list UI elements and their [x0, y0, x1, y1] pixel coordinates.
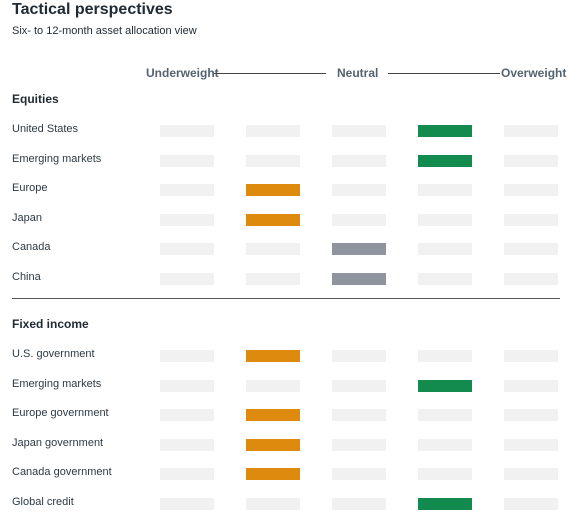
scale-cell: [504, 468, 558, 481]
scale-cell: [418, 213, 472, 226]
scale-cell: [160, 350, 214, 362]
scale-cell: [160, 273, 214, 285]
scale-cell: [418, 438, 472, 451]
position-marker-overweight: [418, 125, 472, 137]
scale-cell: [332, 379, 386, 392]
section-divider: [12, 298, 560, 299]
position-marker-underweight: [246, 184, 300, 197]
scale-cell: [160, 409, 214, 422]
scale-cell: [332, 184, 386, 197]
scale-cell: [504, 184, 558, 197]
scale-cell: [504, 350, 558, 362]
row-label: Canada: [12, 241, 51, 254]
scale-cell: [160, 213, 214, 226]
scale-cell: [418, 468, 472, 481]
scale-cell: [418, 243, 472, 256]
scale-cell: [504, 243, 558, 256]
scale-cell: [504, 379, 558, 392]
row-label: Europe: [12, 182, 48, 195]
scale-cell: [160, 498, 214, 510]
scale-cell: [332, 213, 386, 226]
scale-cell: [504, 438, 558, 451]
section-heading-fixed-income: Fixed income: [12, 317, 89, 331]
scale-cell: [246, 243, 300, 256]
scale-cell: [332, 154, 386, 167]
scale-cell: [246, 498, 300, 510]
row-label: Canada government: [12, 466, 112, 479]
row-label: Global credit: [12, 496, 74, 508]
scale-cell: [160, 379, 214, 392]
scale-label-overweight: Overweight: [501, 66, 567, 80]
row-label: Emerging markets: [12, 377, 102, 390]
row-label: Emerging markets: [12, 152, 102, 165]
scale-cell: [160, 125, 214, 137]
scale-cell: [504, 125, 558, 137]
scale-cell: [332, 438, 386, 451]
scale-label-underweight: Underweight: [146, 66, 219, 80]
scale-cell: [504, 213, 558, 226]
scale-cell: [332, 409, 386, 422]
position-marker-underweight: [246, 438, 300, 451]
position-marker-overweight: [418, 379, 472, 392]
section-heading-equities: Equities: [12, 92, 59, 106]
scale-cell: [332, 350, 386, 362]
scale-cell: [246, 379, 300, 392]
row-label: U.S. government: [12, 348, 95, 360]
scale-cell: [418, 350, 472, 362]
scale-cell: [504, 498, 558, 510]
scale-cell: [504, 409, 558, 422]
row-label: Japan: [12, 211, 42, 224]
scale-cell: [160, 243, 214, 256]
scale-cell: [418, 409, 472, 422]
scale-cell: [418, 273, 472, 285]
position-marker-underweight: [246, 350, 300, 362]
scale-cell: [418, 184, 472, 197]
position-marker-underweight: [246, 213, 300, 226]
position-marker-neutral: [332, 273, 386, 285]
scale-cell: [246, 125, 300, 137]
scale-cell: [332, 125, 386, 137]
row-label: United States: [12, 123, 79, 135]
scale-cell: [332, 498, 386, 510]
scale-label-neutral: Neutral: [337, 66, 379, 80]
scale-cell: [246, 154, 300, 167]
position-marker-underweight: [246, 468, 300, 481]
chart-subtitle: Six- to 12-month asset allocation view: [12, 25, 197, 37]
scale-cell: [504, 154, 558, 167]
scale-cell: [160, 468, 214, 481]
row-label: Europe government: [12, 407, 109, 420]
scale-line-left: [214, 73, 326, 74]
row-label: Japan government: [12, 436, 104, 449]
chart-title: Tactical perspectives: [12, 1, 173, 18]
scale-cell: [160, 184, 214, 197]
position-marker-overweight: [418, 154, 472, 167]
position-marker-underweight: [246, 409, 300, 422]
row-label: China: [12, 271, 41, 283]
position-marker-neutral: [332, 243, 386, 256]
scale-line-right: [388, 73, 500, 74]
scale-cell: [160, 438, 214, 451]
scale-cell: [160, 154, 214, 167]
scale-cell: [504, 273, 558, 285]
position-marker-overweight: [418, 498, 472, 510]
scale-cell: [246, 273, 300, 285]
scale-cell: [332, 468, 386, 481]
